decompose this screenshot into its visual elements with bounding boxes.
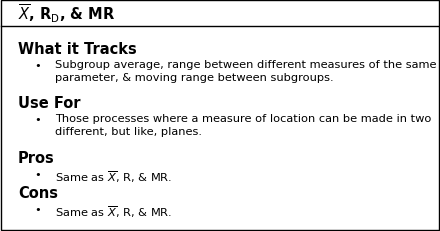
Text: Same as $\overline{X}$, R, & MR.: Same as $\overline{X}$, R, & MR.	[55, 203, 172, 219]
Text: •: •	[34, 115, 41, 125]
Text: parameter, & moving range between subgroups.: parameter, & moving range between subgro…	[55, 73, 334, 83]
Text: Use For: Use For	[18, 96, 81, 111]
Text: $\overline{X}$, R$_{\rm D}$, & MR: $\overline{X}$, R$_{\rm D}$, & MR	[18, 2, 115, 25]
Text: Pros: Pros	[18, 150, 55, 165]
Text: •: •	[34, 61, 41, 71]
Text: •: •	[34, 204, 41, 214]
Text: Subgroup average, range between different measures of the same: Subgroup average, range between differen…	[55, 60, 436, 70]
Text: different, but like, planes.: different, but like, planes.	[55, 127, 202, 137]
Text: Cons: Cons	[18, 185, 58, 200]
Text: Same as $\overline{X}$, R, & MR.: Same as $\overline{X}$, R, & MR.	[55, 168, 172, 184]
Text: What it Tracks: What it Tracks	[18, 42, 137, 57]
Text: •: •	[34, 169, 41, 179]
Text: Those processes where a measure of location can be made in two: Those processes where a measure of locat…	[55, 114, 431, 124]
